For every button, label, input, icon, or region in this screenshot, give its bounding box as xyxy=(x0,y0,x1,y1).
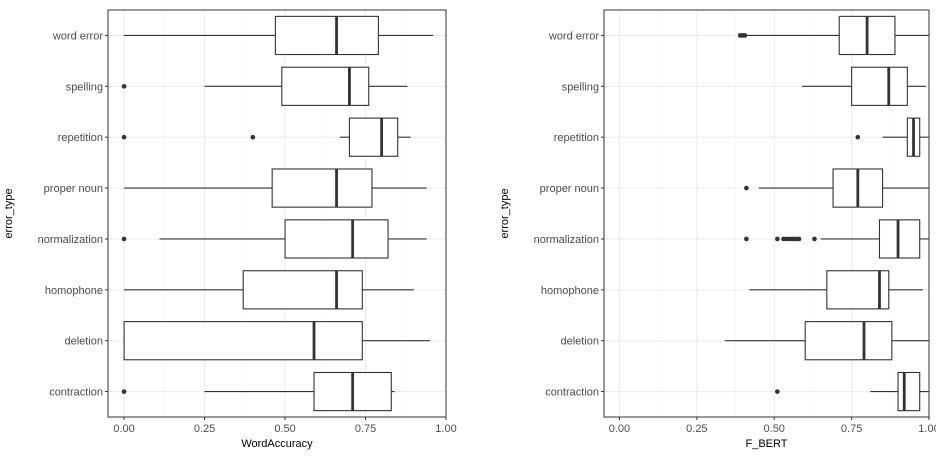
x-tick-label: 0.75 xyxy=(355,423,376,435)
box-word-error xyxy=(737,15,929,56)
iqr-box xyxy=(123,321,363,361)
box-spelling xyxy=(121,66,408,106)
panel-border xyxy=(603,9,930,418)
x-axis-title: WordAccuracy xyxy=(241,438,313,450)
x-tick-label: 0.00 xyxy=(113,423,134,435)
y-axis-title: error_type xyxy=(3,188,15,238)
box-normalization xyxy=(121,219,427,259)
outlier-point xyxy=(744,185,749,191)
y-tick-label: deletion xyxy=(560,336,599,348)
y-tick-label: spelling xyxy=(562,81,599,93)
outlier-point xyxy=(855,134,861,140)
outlier-point xyxy=(744,236,749,242)
y-tick-label: homophone xyxy=(45,285,103,297)
chart-panel-1: word error spelling repetition proper noun n… xyxy=(3,9,457,450)
box-contraction xyxy=(121,371,395,412)
y-tick-label: spelling xyxy=(66,81,103,93)
y-tick-label: word error xyxy=(548,30,599,42)
y-tick-label: contraction xyxy=(545,387,599,399)
iqr-box xyxy=(274,15,379,56)
x-axis-title: F_BERT xyxy=(746,438,788,450)
outlier-point xyxy=(796,236,802,242)
y-tick-label: normalization xyxy=(38,234,103,246)
iqr-box xyxy=(348,117,399,157)
x-tick-label: 0.25 xyxy=(194,423,215,435)
box-proper-noun xyxy=(744,168,929,208)
box-normalization xyxy=(744,219,929,259)
y-tick-label: proper noun xyxy=(540,183,599,195)
x-tick-label: 0.00 xyxy=(609,423,630,435)
y-axis-title: error_type xyxy=(499,188,511,238)
x-tick-label: 1.00 xyxy=(918,423,936,435)
outlier-point xyxy=(742,33,748,38)
iqr-box xyxy=(284,219,389,259)
box-spelling xyxy=(802,66,926,106)
x-tick-label: 0.50 xyxy=(764,423,785,435)
iqr-box xyxy=(804,321,893,361)
y-tick-label: proper noun xyxy=(44,183,103,195)
box-repetition xyxy=(121,117,411,157)
box-deletion xyxy=(724,321,929,361)
y-tick-label: contraction xyxy=(49,387,103,399)
iqr-box xyxy=(281,66,370,106)
x-tick-label: 1.00 xyxy=(435,423,456,435)
outlier-point xyxy=(812,236,817,242)
x-tick-label: 0.75 xyxy=(841,423,862,435)
iqr-box xyxy=(897,371,921,412)
y-tick-label: deletion xyxy=(64,336,103,348)
outlier-point xyxy=(121,134,127,140)
outlier-point xyxy=(121,236,127,242)
box-contraction xyxy=(775,371,929,412)
iqr-box xyxy=(878,219,921,259)
y-tick-label: word error xyxy=(52,30,103,42)
outlier-point xyxy=(775,236,780,242)
iqr-box xyxy=(851,66,908,106)
x-tick-label: 0.25 xyxy=(686,423,707,435)
panel-border xyxy=(107,9,447,418)
y-tick-label: homophone xyxy=(541,285,599,297)
iqr-box xyxy=(271,168,373,208)
y-tick-label: repetition xyxy=(554,132,599,144)
box-homophone xyxy=(124,270,414,310)
box-homophone xyxy=(749,270,923,310)
box-proper-noun xyxy=(124,168,427,208)
outlier-point xyxy=(121,84,127,89)
x-tick-label: 0.50 xyxy=(274,423,295,435)
box-word-error xyxy=(124,15,434,56)
outlier-point xyxy=(775,389,780,394)
box-deletion xyxy=(123,321,430,361)
box-repetition xyxy=(855,117,929,157)
y-tick-label: normalization xyxy=(534,234,599,246)
iqr-box xyxy=(242,270,363,310)
outlier-point xyxy=(121,389,127,394)
chart-panel-2: word error spelling repetition proper noun n… xyxy=(499,9,936,450)
outlier-point xyxy=(250,134,256,140)
y-tick-label: repetition xyxy=(58,132,103,144)
